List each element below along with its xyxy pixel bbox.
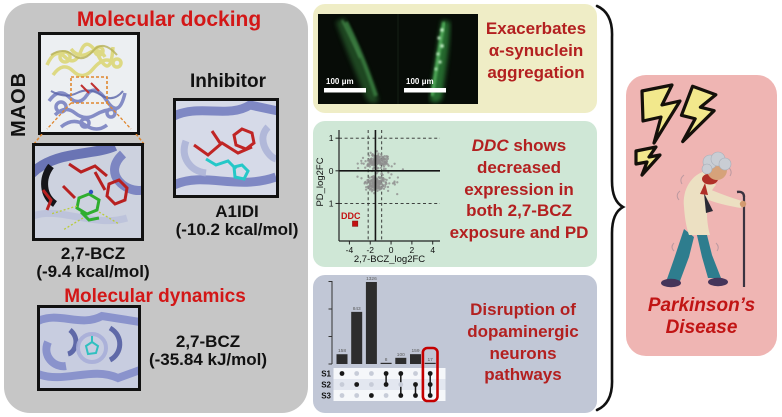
scalebar-left (324, 88, 366, 93)
parkinsons-title-line1: Parkinson’s (647, 295, 756, 316)
inhibitor-docking-art (176, 101, 276, 190)
md-structure-art (40, 311, 138, 383)
worm-caption: Exacerbates α-synuclein aggregation (485, 19, 587, 82)
zoom-connector-lines (33, 134, 145, 144)
parkinsons-title: Parkinson’s Disease (626, 295, 777, 339)
svg-text:2: 2 (410, 245, 415, 255)
svg-text:843: 843 (353, 306, 361, 312)
parkinsons-panel: Parkinson’s Disease (626, 75, 777, 356)
shoe-left (661, 278, 681, 288)
svg-text:S1: S1 (321, 370, 331, 379)
hair (701, 151, 732, 175)
maob-structure-image (38, 32, 140, 135)
molecular-dynamics-title: Molecular dynamics (64, 286, 246, 307)
svg-text:1326: 1326 (366, 277, 377, 282)
hand (739, 200, 747, 208)
svg-text:1: 1 (329, 198, 334, 208)
a1idi-result-label: A1IDI (-10.2 kcal/mol) (157, 202, 317, 240)
scalebar-left-label: 100 μm (326, 77, 354, 86)
scatter-caption-gene: DDC (471, 136, 509, 155)
lightning-bolts-icon (634, 83, 718, 177)
svg-text:8: 8 (385, 357, 388, 363)
a1idi-energy: (-10.2 kcal/mol) (175, 220, 299, 240)
a1idi-name: A1IDI (215, 202, 259, 221)
upset-svg: S1 S2 S3 158 843 1326 8 100 159 17 (321, 277, 446, 403)
svg-text:158: 158 (338, 348, 346, 354)
bcz-docking-image (32, 143, 144, 241)
svg-text:17: 17 (428, 357, 434, 363)
elderly-man-illustration (661, 151, 747, 288)
md-structure-image (37, 305, 141, 391)
svg-text:4: 4 (430, 245, 435, 255)
svg-text:159: 159 (411, 348, 419, 354)
worm-image-left (336, 18, 379, 104)
svg-text:100: 100 (397, 352, 405, 358)
svg-text:S2: S2 (321, 381, 331, 390)
scatter-caption: DDC shows decreased expression in both 2… (445, 135, 593, 244)
scalebar-right (404, 88, 446, 93)
inhibitor-label: Inhibitor (190, 71, 266, 92)
parkinsons-title-line2: Disease (665, 316, 738, 338)
svg-text:0: 0 (329, 166, 334, 176)
svg-text:2,7-BCZ_log2FC: 2,7-BCZ_log2FC (354, 254, 425, 264)
md-name: 2,7-BCZ (175, 332, 241, 351)
inhibitor-docking-image (173, 98, 279, 198)
protein-ribbon-art (45, 42, 132, 131)
arm-right (702, 187, 742, 208)
fluorescence-micrographs: 100 μm 100 μm (318, 14, 478, 104)
svg-text:S3: S3 (321, 392, 331, 401)
md-energy: (-35.84 kJ/mol) (148, 350, 268, 370)
svg-text:0: 0 (389, 245, 394, 255)
bcz-result-label: 2,7-BCZ (-9.4 kcal/mol) (4, 244, 182, 282)
svg-text:-2: -2 (366, 245, 374, 255)
curly-brace (595, 4, 626, 412)
scatter-svg: -4 -2 0 2 4 1 0 1 2,7-BCZ_log2FC PD_log2FC DDC (315, 130, 440, 264)
pants (667, 229, 721, 281)
svg-text:1: 1 (329, 133, 334, 143)
scalebar-right-label: 100 μm (406, 77, 434, 86)
shoe-right (708, 277, 728, 287)
scatter-panel: -4 -2 0 2 4 1 0 1 2,7-BCZ_log2FC PD_log2FC DDC DDC… (313, 121, 597, 267)
upset-caption: Disruption of dopaminergic neurons pathw… (467, 300, 579, 385)
molecular-docking-title: Molecular docking (76, 8, 262, 31)
svg-text:PD_log2FC: PD_log2FC (315, 157, 326, 206)
bcz-name: 2,7-BCZ (60, 244, 126, 263)
tie (704, 193, 713, 213)
sweater (683, 171, 716, 235)
molecular-docking-panel: Molecular docking MAOB (4, 3, 308, 413)
scatter-caption-rest: shows decreased expression in both 2,7-B… (449, 136, 589, 242)
svg-text:-4: -4 (346, 245, 354, 255)
cane-icon (736, 190, 746, 198)
worm-panel: 100 μm 100 μm Exacerbates α-synuclein ag… (313, 4, 597, 113)
md-result-label: 2,7-BCZ (-35.84 kJ/mol) (128, 332, 288, 370)
svg-text:DDC: DDC (341, 211, 361, 221)
bcz-docking-art (35, 146, 141, 231)
bcz-energy: (-9.4 kcal/mol) (36, 262, 150, 282)
upset-panel: S1 S2 S3 158 843 1326 8 100 159 17 Disruption of … (313, 275, 597, 413)
